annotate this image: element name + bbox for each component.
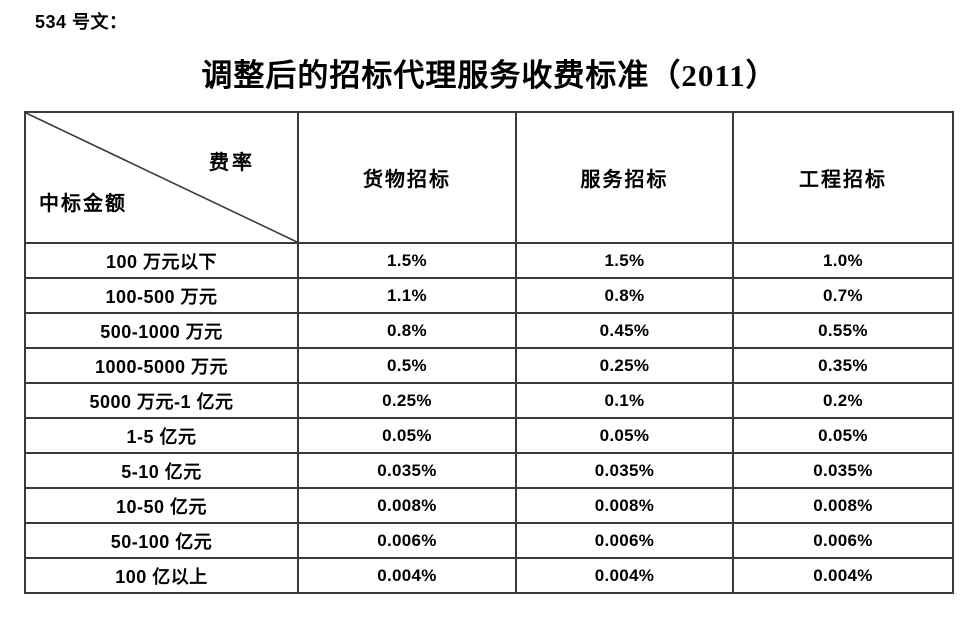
table-row: 50-100 亿元 0.006% 0.006% 0.006%: [24, 522, 954, 559]
row-label: 100 亿以上: [24, 557, 299, 594]
rate-cell: 0.006%: [297, 522, 517, 559]
table-row: 1000-5000 万元 0.5% 0.25% 0.35%: [24, 347, 954, 384]
table-row: 100-500 万元 1.1% 0.8% 0.7%: [24, 277, 954, 314]
rate-cell: 0.2%: [732, 382, 954, 419]
rate-cell: 1.5%: [515, 242, 734, 279]
rate-cell: 0.004%: [515, 557, 734, 594]
rate-cell: 0.35%: [732, 347, 954, 384]
row-label: 50-100 亿元: [24, 522, 299, 559]
page-title: 调整后的招标代理服务收费标准（2011）: [201, 58, 778, 93]
column-header-services: 服务招标: [515, 111, 734, 244]
rate-cell: 0.008%: [515, 487, 734, 524]
row-label: 100 万元以下: [24, 242, 299, 279]
column-header-goods: 货物招标: [297, 111, 517, 244]
rate-cell: 0.008%: [732, 487, 954, 524]
diagonal-header-cell: 费率 中标金额: [24, 111, 299, 244]
rate-cell: 0.004%: [297, 557, 517, 594]
diagonal-divider-line: [26, 113, 297, 242]
rate-cell: 0.25%: [297, 382, 517, 419]
rate-cell: 0.8%: [515, 277, 734, 314]
table-row: 100 亿以上 0.004% 0.004% 0.004%: [24, 557, 954, 594]
rate-cell: 0.006%: [515, 522, 734, 559]
row-label: 10-50 亿元: [24, 487, 299, 524]
rate-cell: 0.006%: [732, 522, 954, 559]
table-row: 1-5 亿元 0.05% 0.05% 0.05%: [24, 417, 954, 454]
rate-cell: 0.1%: [515, 382, 734, 419]
row-label: 1000-5000 万元: [24, 347, 299, 384]
row-label: 100-500 万元: [24, 277, 299, 314]
rate-cell: 1.1%: [297, 277, 517, 314]
row-label: 500-1000 万元: [24, 312, 299, 349]
rate-cell: 0.8%: [297, 312, 517, 349]
row-label: 1-5 亿元: [24, 417, 299, 454]
rate-cell: 0.035%: [732, 452, 954, 489]
rate-cell: 0.008%: [297, 487, 517, 524]
table-row: 5000 万元-1 亿元 0.25% 0.1% 0.2%: [24, 382, 954, 419]
corner-label-rate: 费率: [209, 152, 255, 174]
table-row: 500-1000 万元 0.8% 0.45% 0.55%: [24, 312, 954, 349]
corner-label-bid-amount: 中标金额: [39, 193, 127, 215]
rate-cell: 0.45%: [515, 312, 734, 349]
rate-cell: 0.5%: [297, 347, 517, 384]
column-header-engineering: 工程招标: [732, 111, 954, 244]
rate-cell: 1.5%: [297, 242, 517, 279]
rate-cell: 0.004%: [732, 557, 954, 594]
rate-cell: 0.05%: [297, 417, 517, 454]
table-row: 10-50 亿元 0.008% 0.008% 0.008%: [24, 487, 954, 524]
table-header-row: 费率 中标金额 货物招标 服务招标 工程招标: [24, 111, 954, 244]
fee-table: 费率 中标金额 货物招标 服务招标 工程招标 100 万元以下 1.5% 1.5…: [24, 111, 954, 594]
row-label: 5000 万元-1 亿元: [24, 382, 299, 419]
rate-cell: 0.035%: [297, 452, 517, 489]
table-row: 5-10 亿元 0.035% 0.035% 0.035%: [24, 452, 954, 489]
document-number-label: 534 号文：: [35, 12, 128, 32]
rate-cell: 0.05%: [515, 417, 734, 454]
fee-rate-table: 费率 中标金额 货物招标 服务招标 工程招标 100 万元以下 1.5% 1.5…: [24, 111, 954, 594]
rate-cell: 0.7%: [732, 277, 954, 314]
rate-cell: 1.0%: [732, 242, 954, 279]
rate-cell: 0.05%: [732, 417, 954, 454]
rate-cell: 0.25%: [515, 347, 734, 384]
rate-cell: 0.55%: [732, 312, 954, 349]
row-label: 5-10 亿元: [24, 452, 299, 489]
rate-cell: 0.035%: [515, 452, 734, 489]
table-row: 100 万元以下 1.5% 1.5% 1.0%: [24, 242, 954, 279]
